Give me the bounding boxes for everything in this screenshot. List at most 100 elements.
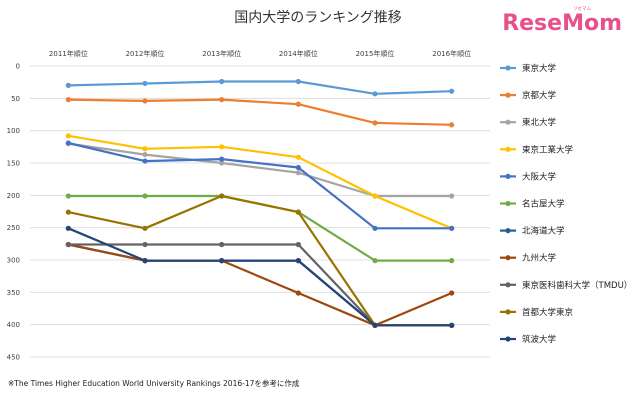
data-point [142,241,148,248]
x-category-label: 2015年順位 [356,49,395,58]
data-point [449,322,455,328]
legend-label: 筑波大学 [522,334,557,345]
legend-swatch-marker [505,255,511,261]
legend-swatch-marker [505,173,511,179]
legend-swatch-marker [505,119,511,125]
legend-label: 京都大学 [522,90,557,101]
footnote: ※The Times Higher Education World Univer… [8,378,300,388]
legend-label: 首都大学東京 [522,307,573,318]
series-line [68,243,453,327]
legend-swatch-marker [505,336,511,342]
data-point [142,193,148,199]
legend-item: 首都大学東京 [500,307,573,318]
data-point [65,225,71,231]
legend-label: 東京工業大学 [522,144,574,155]
legend-item: 東北大学 [500,117,557,128]
legend-item: 東京工業大学 [500,144,574,155]
legend-label: 大阪大学 [522,171,557,182]
data-point [65,140,71,146]
series-2 [65,97,455,128]
y-tick-label: 450 [7,354,20,362]
data-point [295,101,301,107]
legend-label: 九州大学 [522,253,557,264]
data-point [65,209,71,215]
data-point [372,258,378,264]
data-point [142,225,148,231]
data-point [295,290,301,296]
brand-logo: ReseMom リセマム [502,6,622,36]
legend-item: 筑波大学 [500,334,557,345]
x-category-label: 2014年順位 [279,49,318,58]
y-tick-label: 0 [16,63,20,71]
data-point [449,193,455,199]
data-point [219,144,225,150]
legend-swatch-marker [505,65,511,71]
data-point [65,133,71,139]
x-category-label: 2012年順位 [126,49,165,58]
legend-item: 九州大学 [500,253,557,264]
data-point [449,290,455,296]
data-point [219,78,225,85]
data-point [295,241,301,248]
legend-item: 名古屋大学 [500,199,565,210]
chart-title: 国内大学のランキング推移 [234,10,402,26]
series-4 [65,133,455,231]
data-point [142,146,148,152]
data-point [65,82,71,88]
data-point [219,193,225,199]
logo-text: ReseMom [502,11,622,36]
series-line [68,141,452,230]
series-line [68,98,452,126]
series-line [68,134,453,230]
data-point [372,91,378,97]
data-point [219,258,225,264]
y-tick-label: 100 [7,127,20,135]
data-point [372,120,378,126]
series-line [68,80,452,95]
data-point [372,225,378,231]
series-group [65,78,455,328]
series-1 [65,78,455,97]
logo-subtext: リセマム [573,6,591,12]
legend-swatch-marker [505,200,511,207]
y-tick-label: 300 [7,257,20,265]
data-point [65,97,71,103]
data-point [142,98,148,104]
legend-swatch-marker [505,92,511,98]
legend-item: 東京大学 [500,63,557,74]
series-9 [65,241,455,328]
data-point [449,225,455,231]
data-point [65,193,71,199]
y-tick-label: 150 [7,160,20,168]
legend-label: 名古屋大学 [522,199,565,210]
legend-swatch-marker [505,309,511,315]
data-point [295,164,301,171]
data-point [142,158,148,164]
legend-item: 大阪大学 [500,171,557,182]
legend-label: 東京医科歯科大学（TMDU） [522,280,632,291]
legend-label: 北海道大学 [522,226,565,237]
data-point [65,241,71,248]
legend-item: 北海道大学 [500,226,565,237]
series-3 [65,141,455,199]
y-axis-ticks: 0 50 100 150 200 250 300 350 400 450 [7,63,20,362]
data-point [142,80,148,87]
data-point [219,160,225,166]
y-tick-label: 400 [7,321,20,329]
data-point [449,88,455,94]
legend-swatch-marker [505,282,511,288]
series-5 [65,140,455,231]
series-8 [65,241,455,328]
data-point [219,97,225,103]
x-category-label: 2011年順位 [49,49,88,58]
series-line [68,142,452,198]
legend-item: 京都大学 [500,90,557,101]
legend-swatch-marker [505,146,511,152]
y-tick-label: 350 [7,289,20,297]
y-tick-label: 250 [7,224,20,232]
series-line [67,227,452,327]
data-point [372,322,378,328]
data-point [219,241,225,248]
data-point [142,258,148,264]
